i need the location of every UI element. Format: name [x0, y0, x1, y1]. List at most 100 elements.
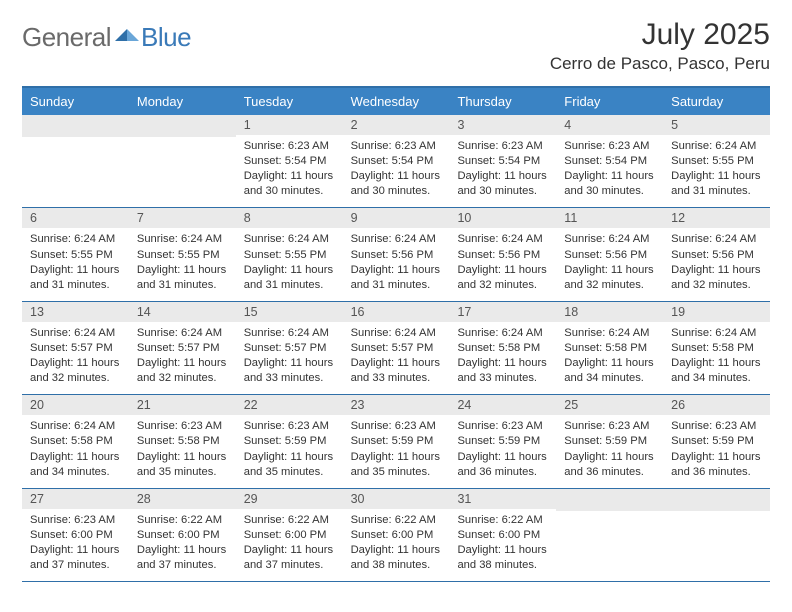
day-number: 19 — [663, 302, 770, 322]
sunset-line: Sunset: 5:56 PM — [671, 248, 762, 263]
sunset-line: Sunset: 6:00 PM — [351, 528, 442, 543]
sunrise-line: Sunrise: 6:24 AM — [457, 326, 548, 341]
daylight-line: Daylight: 11 hours and 30 minutes. — [244, 169, 335, 199]
daylight-line: Daylight: 11 hours and 31 minutes. — [671, 169, 762, 199]
title-block: July 2025 Cerro de Pasco, Pasco, Peru — [550, 18, 770, 74]
day-body: Sunrise: 6:24 AMSunset: 5:56 PMDaylight:… — [556, 228, 663, 294]
week-row: 27Sunrise: 6:23 AMSunset: 6:00 PMDayligh… — [22, 489, 770, 582]
daylight-line: Daylight: 11 hours and 30 minutes. — [457, 169, 548, 199]
weekday-header-cell: Friday — [556, 88, 663, 115]
day-body: Sunrise: 6:24 AMSunset: 5:56 PMDaylight:… — [663, 228, 770, 294]
day-body: Sunrise: 6:24 AMSunset: 5:58 PMDaylight:… — [556, 322, 663, 388]
sunset-line: Sunset: 5:54 PM — [351, 154, 442, 169]
day-number: 18 — [556, 302, 663, 322]
day-body — [556, 511, 663, 517]
sunset-line: Sunset: 5:58 PM — [457, 341, 548, 356]
sunset-line: Sunset: 5:58 PM — [564, 341, 655, 356]
weekday-header-row: SundayMondayTuesdayWednesdayThursdayFrid… — [22, 88, 770, 115]
day-body — [22, 137, 129, 143]
sunrise-line: Sunrise: 6:23 AM — [244, 419, 335, 434]
day-body: Sunrise: 6:24 AMSunset: 5:57 PMDaylight:… — [236, 322, 343, 388]
sunrise-line: Sunrise: 6:23 AM — [137, 419, 228, 434]
day-number: 24 — [449, 395, 556, 415]
sunset-line: Sunset: 5:59 PM — [564, 434, 655, 449]
weekday-header-cell: Saturday — [663, 88, 770, 115]
daylight-line: Daylight: 11 hours and 36 minutes. — [671, 450, 762, 480]
sunset-line: Sunset: 5:56 PM — [351, 248, 442, 263]
day-body: Sunrise: 6:24 AMSunset: 5:58 PMDaylight:… — [449, 322, 556, 388]
daylight-line: Daylight: 11 hours and 31 minutes. — [351, 263, 442, 293]
day-number: 6 — [22, 208, 129, 228]
day-cell — [129, 115, 236, 207]
sunset-line: Sunset: 5:57 PM — [244, 341, 335, 356]
day-cell — [663, 489, 770, 581]
daylight-line: Daylight: 11 hours and 32 minutes. — [564, 263, 655, 293]
daylight-line: Daylight: 11 hours and 31 minutes. — [137, 263, 228, 293]
sunrise-line: Sunrise: 6:23 AM — [30, 513, 121, 528]
day-body: Sunrise: 6:22 AMSunset: 6:00 PMDaylight:… — [343, 509, 450, 575]
day-cell: 24Sunrise: 6:23 AMSunset: 5:59 PMDayligh… — [449, 395, 556, 487]
day-body: Sunrise: 6:24 AMSunset: 5:57 PMDaylight:… — [22, 322, 129, 388]
day-body: Sunrise: 6:23 AMSunset: 5:58 PMDaylight:… — [129, 415, 236, 481]
daylight-line: Daylight: 11 hours and 35 minutes. — [244, 450, 335, 480]
day-body: Sunrise: 6:24 AMSunset: 5:55 PMDaylight:… — [22, 228, 129, 294]
daylight-line: Daylight: 11 hours and 35 minutes. — [137, 450, 228, 480]
day-body: Sunrise: 6:23 AMSunset: 5:59 PMDaylight:… — [449, 415, 556, 481]
sunset-line: Sunset: 5:54 PM — [244, 154, 335, 169]
day-cell: 6Sunrise: 6:24 AMSunset: 5:55 PMDaylight… — [22, 208, 129, 300]
week-row: 1Sunrise: 6:23 AMSunset: 5:54 PMDaylight… — [22, 115, 770, 208]
sunrise-line: Sunrise: 6:24 AM — [564, 326, 655, 341]
day-number — [22, 115, 129, 137]
sunset-line: Sunset: 5:54 PM — [457, 154, 548, 169]
day-body: Sunrise: 6:24 AMSunset: 5:57 PMDaylight:… — [343, 322, 450, 388]
sunset-line: Sunset: 5:58 PM — [671, 341, 762, 356]
day-number — [556, 489, 663, 511]
day-cell: 9Sunrise: 6:24 AMSunset: 5:56 PMDaylight… — [343, 208, 450, 300]
daylight-line: Daylight: 11 hours and 31 minutes. — [244, 263, 335, 293]
sunrise-line: Sunrise: 6:23 AM — [351, 139, 442, 154]
sunset-line: Sunset: 5:59 PM — [244, 434, 335, 449]
sunrise-line: Sunrise: 6:24 AM — [30, 419, 121, 434]
sunrise-line: Sunrise: 6:24 AM — [137, 232, 228, 247]
sunset-line: Sunset: 5:58 PM — [30, 434, 121, 449]
day-body: Sunrise: 6:23 AMSunset: 5:59 PMDaylight:… — [236, 415, 343, 481]
day-cell: 2Sunrise: 6:23 AMSunset: 5:54 PMDaylight… — [343, 115, 450, 207]
sunset-line: Sunset: 5:55 PM — [30, 248, 121, 263]
day-number: 14 — [129, 302, 236, 322]
day-body: Sunrise: 6:24 AMSunset: 5:55 PMDaylight:… — [663, 135, 770, 201]
day-cell: 26Sunrise: 6:23 AMSunset: 5:59 PMDayligh… — [663, 395, 770, 487]
logo-text-general: General — [22, 22, 111, 53]
sunset-line: Sunset: 5:57 PM — [30, 341, 121, 356]
sunrise-line: Sunrise: 6:23 AM — [351, 419, 442, 434]
sunrise-line: Sunrise: 6:22 AM — [244, 513, 335, 528]
day-cell: 12Sunrise: 6:24 AMSunset: 5:56 PMDayligh… — [663, 208, 770, 300]
calendar: SundayMondayTuesdayWednesdayThursdayFrid… — [22, 86, 770, 582]
day-cell: 23Sunrise: 6:23 AMSunset: 5:59 PMDayligh… — [343, 395, 450, 487]
sunrise-line: Sunrise: 6:22 AM — [351, 513, 442, 528]
weekday-header-cell: Wednesday — [343, 88, 450, 115]
weekday-header-cell: Monday — [129, 88, 236, 115]
day-number: 15 — [236, 302, 343, 322]
daylight-line: Daylight: 11 hours and 37 minutes. — [137, 543, 228, 573]
day-cell: 7Sunrise: 6:24 AMSunset: 5:55 PMDaylight… — [129, 208, 236, 300]
day-cell: 25Sunrise: 6:23 AMSunset: 5:59 PMDayligh… — [556, 395, 663, 487]
daylight-line: Daylight: 11 hours and 32 minutes. — [671, 263, 762, 293]
daylight-line: Daylight: 11 hours and 38 minutes. — [457, 543, 548, 573]
day-cell: 3Sunrise: 6:23 AMSunset: 5:54 PMDaylight… — [449, 115, 556, 207]
sunset-line: Sunset: 6:00 PM — [244, 528, 335, 543]
sunset-line: Sunset: 6:00 PM — [137, 528, 228, 543]
daylight-line: Daylight: 11 hours and 38 minutes. — [351, 543, 442, 573]
day-cell: 14Sunrise: 6:24 AMSunset: 5:57 PMDayligh… — [129, 302, 236, 394]
day-cell — [556, 489, 663, 581]
day-cell: 4Sunrise: 6:23 AMSunset: 5:54 PMDaylight… — [556, 115, 663, 207]
sunrise-line: Sunrise: 6:24 AM — [351, 326, 442, 341]
day-body: Sunrise: 6:24 AMSunset: 5:55 PMDaylight:… — [129, 228, 236, 294]
daylight-line: Daylight: 11 hours and 30 minutes. — [351, 169, 442, 199]
sunrise-line: Sunrise: 6:24 AM — [671, 232, 762, 247]
day-number: 5 — [663, 115, 770, 135]
day-cell: 5Sunrise: 6:24 AMSunset: 5:55 PMDaylight… — [663, 115, 770, 207]
day-number: 10 — [449, 208, 556, 228]
day-body: Sunrise: 6:22 AMSunset: 6:00 PMDaylight:… — [449, 509, 556, 575]
week-row: 20Sunrise: 6:24 AMSunset: 5:58 PMDayligh… — [22, 395, 770, 488]
day-number: 29 — [236, 489, 343, 509]
